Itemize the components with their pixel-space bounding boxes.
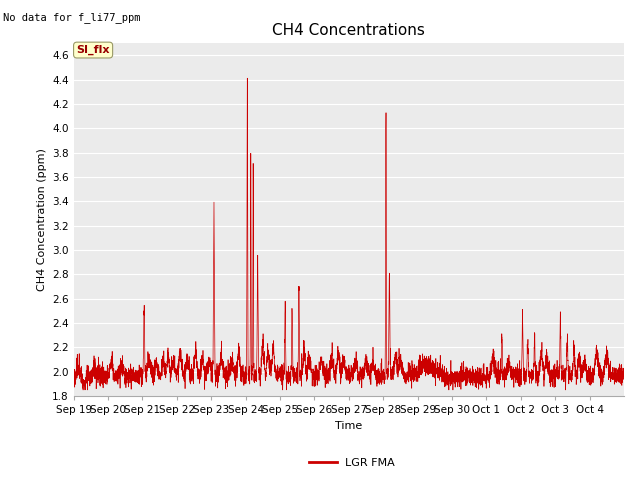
Legend: LGR FMA: LGR FMA [305,453,399,472]
Y-axis label: CH4 Concentration (ppm): CH4 Concentration (ppm) [36,148,47,291]
X-axis label: Time: Time [335,420,362,431]
Text: SI_flx: SI_flx [76,45,110,55]
Title: CH4 Concentrations: CH4 Concentrations [273,23,425,38]
Text: No data for f_li77_ppm: No data for f_li77_ppm [3,12,141,23]
